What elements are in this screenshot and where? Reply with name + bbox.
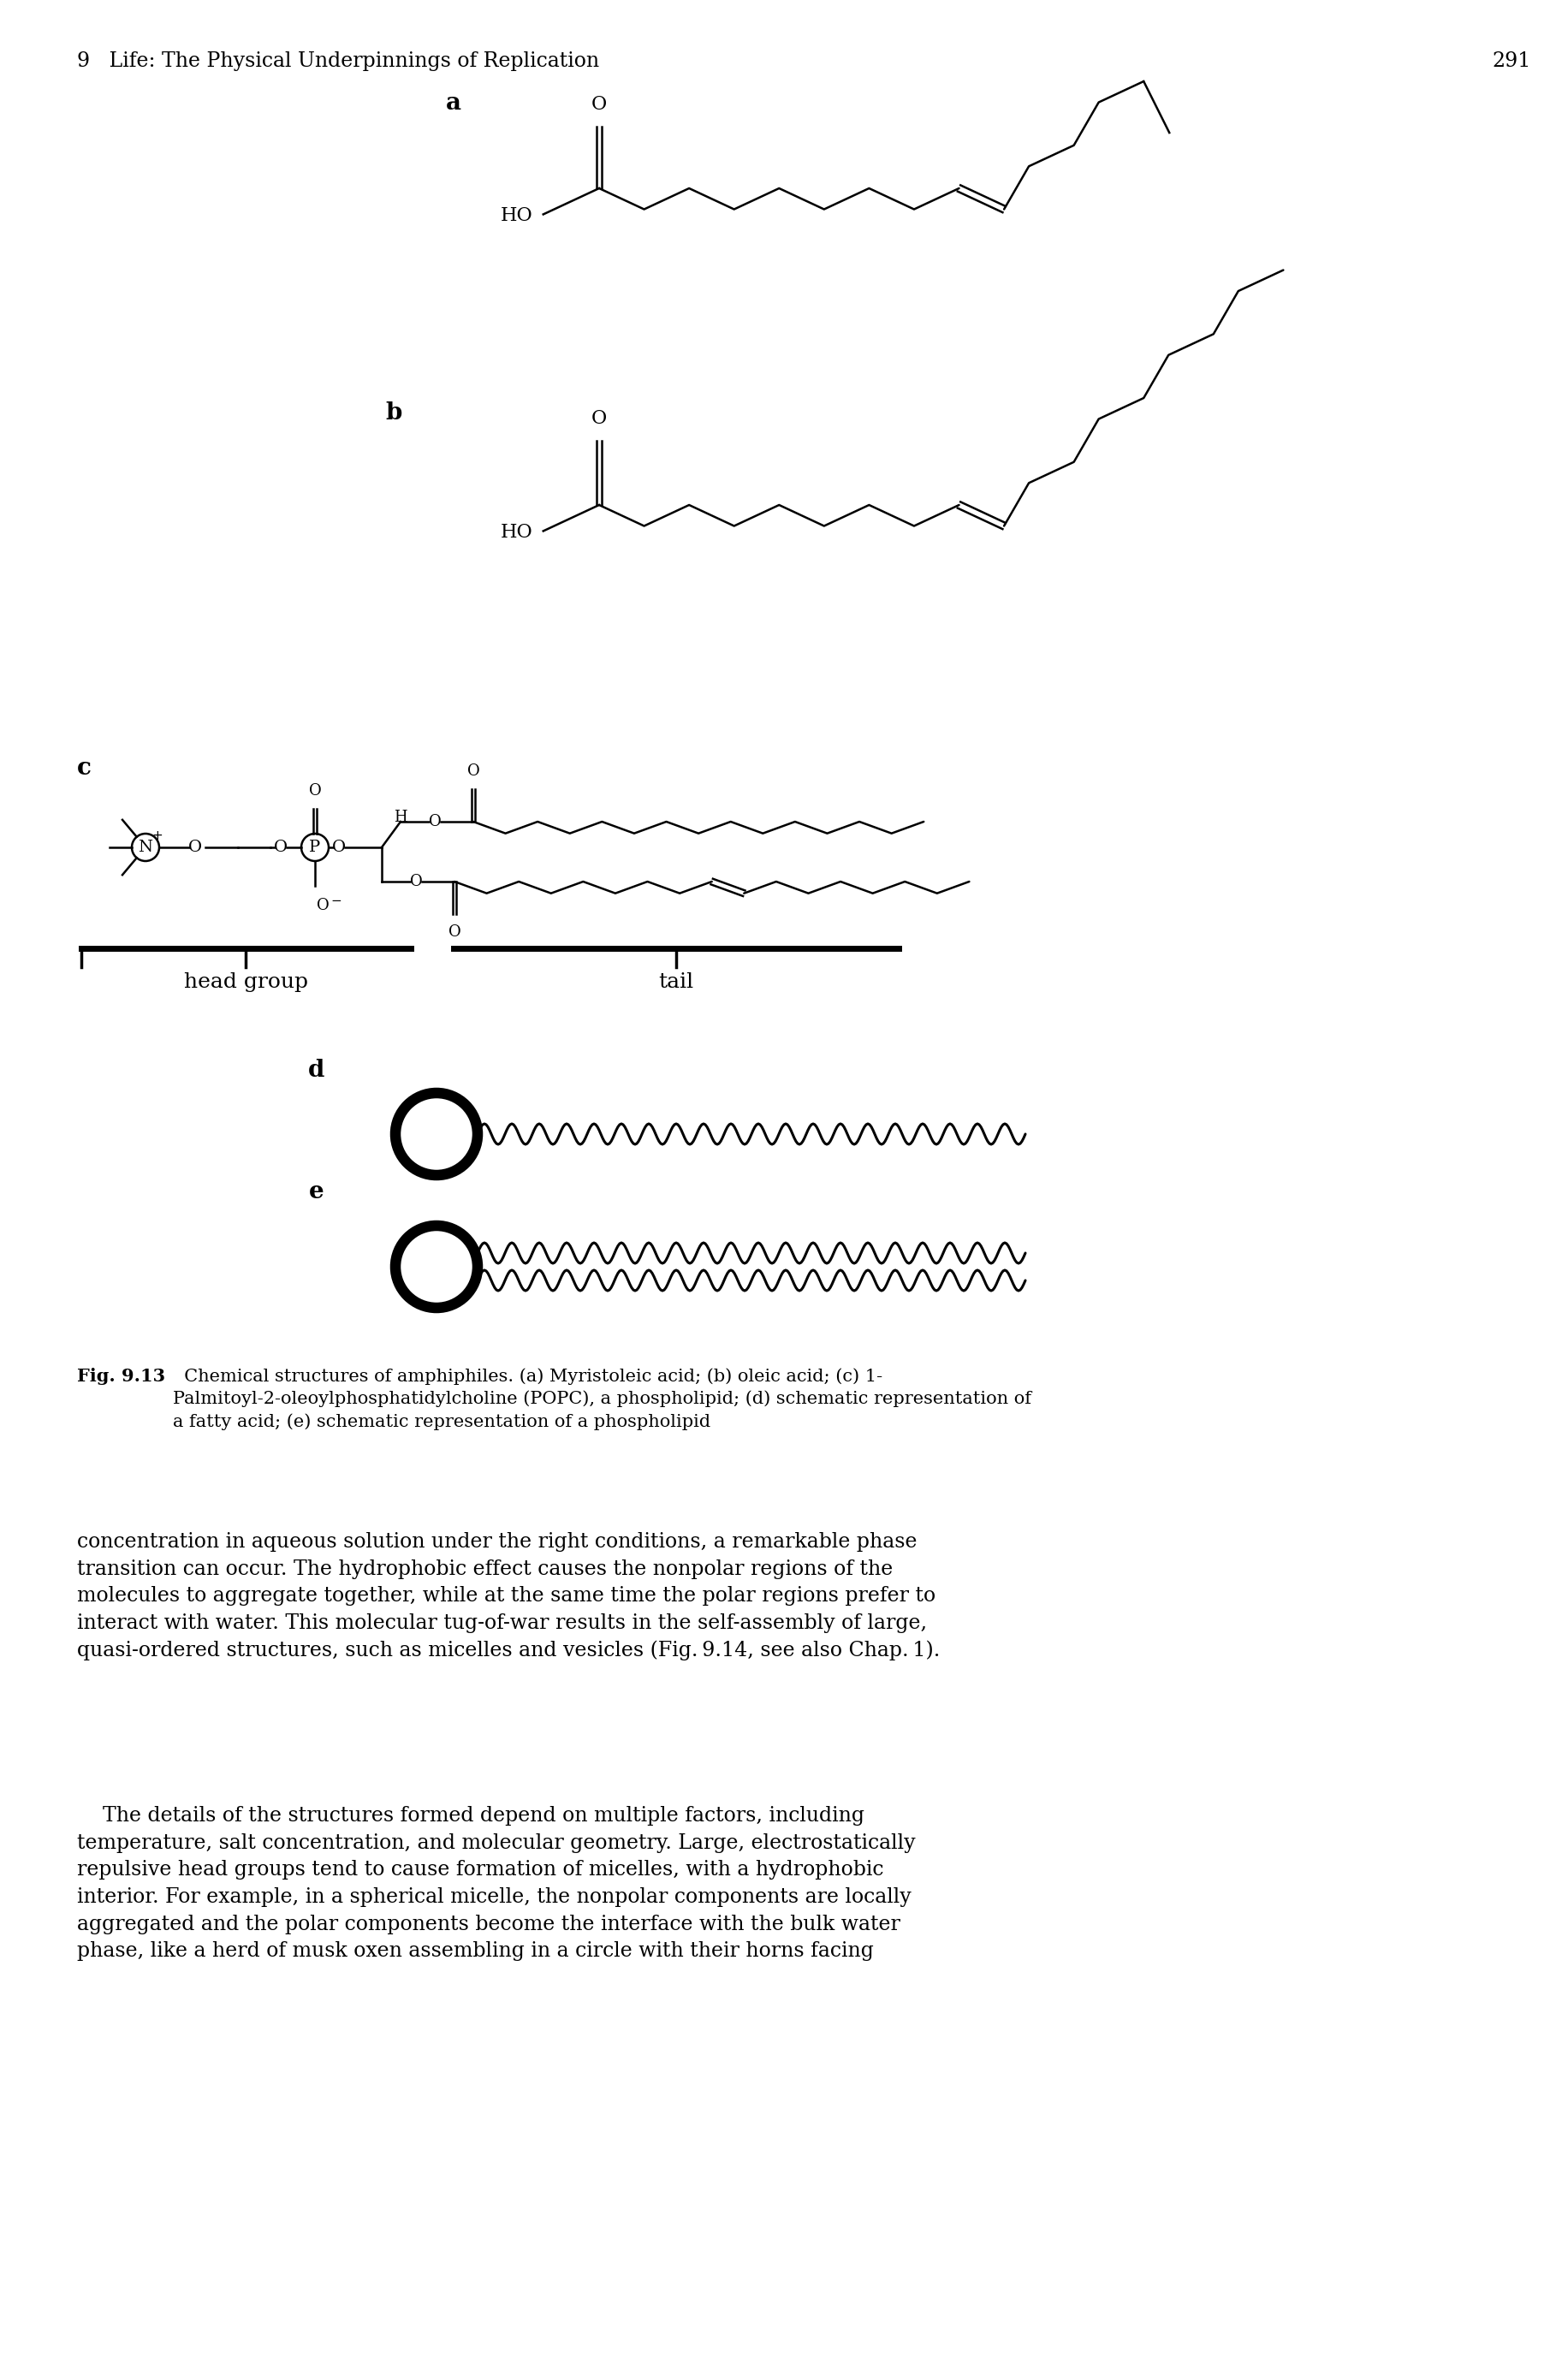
Text: O: O (332, 839, 345, 855)
Text: 291: 291 (1491, 52, 1530, 71)
Text: Chemical structures of amphiphiles. (a) Myristoleic acid; (b) oleic acid; (c) 1-: Chemical structures of amphiphiles. (a) … (172, 1369, 1030, 1430)
Text: N: N (138, 839, 152, 855)
Text: H: H (394, 810, 408, 824)
Text: c: c (77, 756, 91, 779)
Text: O: O (188, 839, 202, 855)
Text: a: a (445, 93, 461, 114)
Text: O: O (467, 763, 480, 779)
Text: O: O (274, 839, 287, 855)
Text: O: O (428, 815, 441, 829)
Text: O: O (309, 784, 321, 798)
Text: concentration in aqueous solution under the right conditions, a remarkable phase: concentration in aqueous solution under … (77, 1533, 939, 1661)
Text: O: O (591, 95, 607, 114)
Text: −: − (331, 893, 342, 908)
Text: d: d (309, 1060, 325, 1081)
Text: P: P (309, 839, 320, 855)
Text: The details of the structures formed depend on multiple factors, including
tempe: The details of the structures formed dep… (77, 1806, 916, 1960)
Text: head group: head group (183, 972, 307, 993)
Text: HO: HO (500, 207, 533, 226)
Text: 9   Life: The Physical Underpinnings of Replication: 9 Life: The Physical Underpinnings of Re… (77, 52, 599, 71)
Text: O: O (409, 874, 422, 889)
Text: +: + (152, 829, 163, 841)
Text: e: e (309, 1181, 325, 1202)
Text: b: b (386, 402, 401, 425)
Text: O: O (591, 409, 607, 428)
Text: Fig. 9.13: Fig. 9.13 (77, 1369, 165, 1385)
Text: tail: tail (659, 972, 693, 993)
Text: O: O (317, 898, 329, 912)
Text: HO: HO (500, 523, 533, 542)
Text: O: O (448, 924, 461, 941)
